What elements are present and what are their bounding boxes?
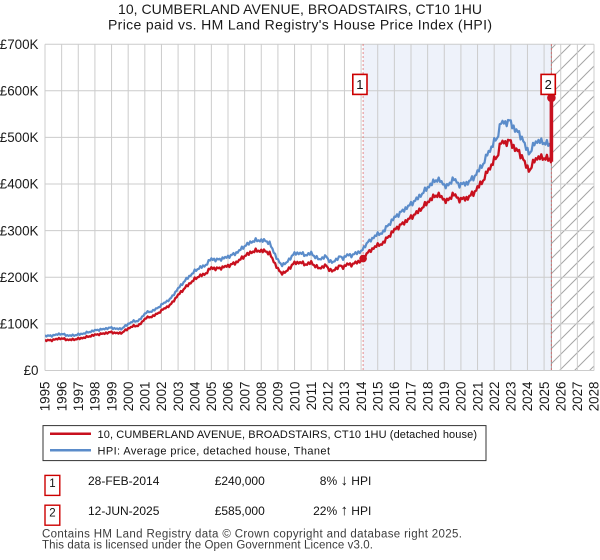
svg-text:2004: 2004 — [187, 381, 202, 411]
svg-text:2018: 2018 — [420, 382, 435, 412]
svg-text:2006: 2006 — [221, 382, 236, 412]
svg-text:£585,000: £585,000 — [215, 504, 265, 518]
svg-text:2024: 2024 — [520, 381, 535, 411]
svg-text:2003: 2003 — [171, 382, 186, 412]
svg-text:2011: 2011 — [304, 382, 319, 411]
svg-text:£400K: £400K — [0, 177, 39, 192]
svg-text:£240,000: £240,000 — [215, 474, 265, 488]
svg-text:22% ↑ HPI: 22% ↑ HPI — [313, 502, 371, 519]
svg-text:2016: 2016 — [387, 382, 402, 412]
svg-text:£100K: £100K — [0, 317, 39, 332]
svg-text:2019: 2019 — [437, 382, 452, 412]
svg-text:1995: 1995 — [38, 382, 53, 412]
svg-text:2017: 2017 — [404, 382, 419, 412]
svg-text:This data is licensed under th: This data is licensed under the Open Gov… — [42, 539, 373, 551]
svg-text:Contains HM Land Registry data: Contains HM Land Registry data © Crown c… — [42, 529, 462, 541]
svg-text:2027: 2027 — [570, 382, 585, 412]
svg-text:2012: 2012 — [321, 382, 336, 412]
svg-text:2023: 2023 — [504, 382, 519, 412]
svg-text:1997: 1997 — [71, 382, 86, 412]
svg-text:2025: 2025 — [537, 382, 552, 412]
svg-text:2013: 2013 — [337, 382, 352, 412]
svg-text:2028: 2028 — [587, 382, 600, 412]
svg-text:2008: 2008 — [254, 382, 269, 412]
svg-text:1: 1 — [356, 77, 363, 92]
svg-text:2002: 2002 — [154, 382, 169, 412]
svg-text:2: 2 — [545, 77, 552, 92]
svg-text:2001: 2001 — [138, 382, 153, 412]
svg-text:£600K: £600K — [0, 83, 39, 98]
svg-text:1: 1 — [49, 478, 55, 490]
svg-text:2014: 2014 — [354, 381, 369, 411]
svg-text:Price paid vs. HM Land Registr: Price paid vs. HM Land Registry's House … — [108, 17, 492, 33]
svg-text:2007: 2007 — [237, 382, 252, 412]
svg-text:2021: 2021 — [470, 382, 485, 412]
svg-text:£300K: £300K — [0, 223, 39, 238]
svg-text:8% ↓ HPI: 8% ↓ HPI — [320, 472, 372, 489]
svg-text:12-JUN-2025: 12-JUN-2025 — [88, 504, 160, 518]
svg-text:2005: 2005 — [204, 382, 219, 412]
svg-text:£200K: £200K — [0, 270, 39, 285]
svg-text:2015: 2015 — [370, 382, 385, 412]
svg-text:10, CUMBERLAND AVENUE, BROADST: 10, CUMBERLAND AVENUE, BROADSTAIRS, CT10… — [98, 429, 478, 441]
svg-text:2010: 2010 — [287, 382, 302, 412]
svg-text:2020: 2020 — [454, 382, 469, 412]
svg-text:£700K: £700K — [0, 37, 39, 52]
svg-text:£0: £0 — [24, 363, 39, 378]
svg-text:1999: 1999 — [104, 382, 119, 412]
svg-text:2022: 2022 — [487, 382, 502, 412]
svg-text:1996: 1996 — [54, 382, 69, 412]
svg-text:2026: 2026 — [553, 382, 568, 412]
svg-text:2000: 2000 — [121, 382, 136, 412]
svg-text:10, CUMBERLAND AVENUE, BROADST: 10, CUMBERLAND AVENUE, BROADSTAIRS, CT10… — [118, 1, 482, 17]
svg-text:£500K: £500K — [0, 130, 39, 145]
svg-text:2009: 2009 — [271, 382, 286, 412]
svg-text:28-FEB-2014: 28-FEB-2014 — [88, 474, 160, 488]
svg-text:2: 2 — [49, 508, 55, 520]
svg-text:HPI: Average price, detached h: HPI: Average price, detached house, Than… — [98, 446, 331, 458]
svg-text:1998: 1998 — [88, 382, 103, 412]
